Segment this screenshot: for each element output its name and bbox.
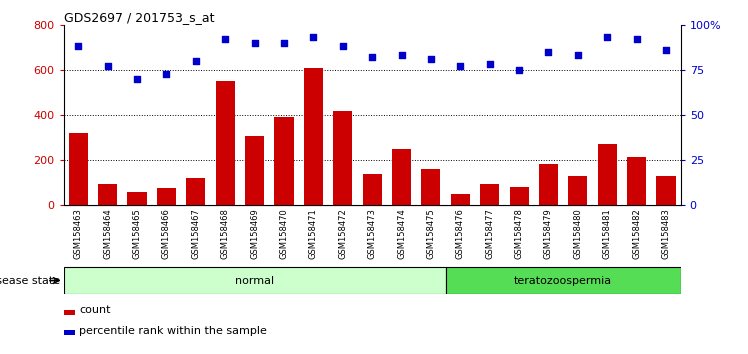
Point xyxy=(190,58,202,64)
Text: GSM158474: GSM158474 xyxy=(397,209,406,259)
Point xyxy=(131,76,143,82)
Point xyxy=(454,63,466,69)
Text: GSM158469: GSM158469 xyxy=(250,209,259,259)
FancyBboxPatch shape xyxy=(446,267,681,294)
Text: GSM158466: GSM158466 xyxy=(162,209,171,259)
Point xyxy=(307,35,319,40)
Text: GSM158477: GSM158477 xyxy=(485,209,494,259)
Text: GSM158478: GSM158478 xyxy=(515,209,524,259)
Text: GSM158480: GSM158480 xyxy=(573,209,583,259)
Text: GSM158472: GSM158472 xyxy=(338,209,347,259)
Point xyxy=(102,63,114,69)
Bar xyxy=(64,310,75,315)
Text: GSM158473: GSM158473 xyxy=(367,209,377,259)
Bar xyxy=(657,176,675,205)
Bar xyxy=(627,157,646,205)
Bar xyxy=(245,137,264,205)
Bar xyxy=(69,133,88,205)
Point xyxy=(571,53,583,58)
Point xyxy=(425,56,437,62)
Bar xyxy=(451,194,470,205)
Bar xyxy=(98,184,117,205)
Text: percentile rank within the sample: percentile rank within the sample xyxy=(79,326,267,336)
Text: GSM158463: GSM158463 xyxy=(74,209,83,259)
Bar xyxy=(363,174,381,205)
Bar xyxy=(568,176,587,205)
Text: GDS2697 / 201753_s_at: GDS2697 / 201753_s_at xyxy=(64,11,214,24)
FancyBboxPatch shape xyxy=(64,267,446,294)
Text: disease state: disease state xyxy=(0,275,60,286)
Bar xyxy=(64,330,75,335)
Bar xyxy=(333,110,352,205)
Text: GSM158479: GSM158479 xyxy=(544,209,553,259)
Text: GSM158470: GSM158470 xyxy=(280,209,289,259)
Bar xyxy=(392,149,411,205)
Bar xyxy=(421,169,441,205)
Text: count: count xyxy=(79,305,111,315)
Point xyxy=(278,40,290,46)
Text: GSM158467: GSM158467 xyxy=(191,209,200,259)
Bar xyxy=(157,188,176,205)
Text: GSM158483: GSM158483 xyxy=(661,209,670,259)
Text: GSM158475: GSM158475 xyxy=(426,209,435,259)
Bar xyxy=(509,187,529,205)
Point xyxy=(160,71,172,76)
Point xyxy=(73,44,85,49)
Text: GSM158481: GSM158481 xyxy=(603,209,612,259)
Text: GSM158476: GSM158476 xyxy=(456,209,465,259)
Text: GSM158468: GSM158468 xyxy=(221,209,230,259)
Text: GSM158482: GSM158482 xyxy=(632,209,641,259)
Bar xyxy=(215,81,235,205)
Point xyxy=(248,40,260,46)
Point xyxy=(513,67,525,73)
Point xyxy=(219,36,231,42)
Bar xyxy=(598,144,617,205)
Point xyxy=(396,53,408,58)
Text: GSM158471: GSM158471 xyxy=(309,209,318,259)
Point xyxy=(484,62,496,67)
Bar xyxy=(539,164,558,205)
Point xyxy=(337,44,349,49)
Text: GSM158464: GSM158464 xyxy=(103,209,112,259)
Text: GSM158465: GSM158465 xyxy=(132,209,141,259)
Point xyxy=(366,55,378,60)
Bar xyxy=(127,192,147,205)
Bar xyxy=(275,117,293,205)
Point xyxy=(542,49,554,55)
Bar xyxy=(304,68,323,205)
Bar xyxy=(186,178,206,205)
Text: normal: normal xyxy=(235,275,275,286)
Bar xyxy=(480,184,499,205)
Text: teratozoospermia: teratozoospermia xyxy=(514,275,612,286)
Point xyxy=(601,35,613,40)
Point xyxy=(631,36,643,42)
Point xyxy=(660,47,672,53)
